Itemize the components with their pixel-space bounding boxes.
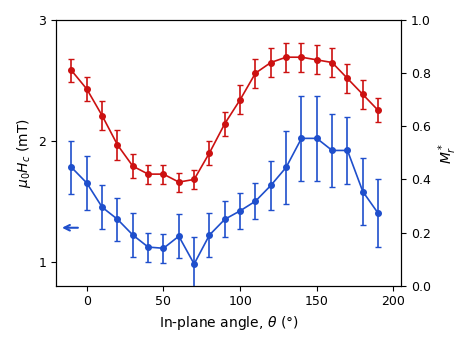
- Y-axis label: $\mu_0 H_c$ (mT): $\mu_0 H_c$ (mT): [15, 118, 33, 188]
- X-axis label: In-plane angle, $\theta$ (°): In-plane angle, $\theta$ (°): [159, 314, 299, 332]
- Y-axis label: $M_r^*$: $M_r^*$: [437, 142, 459, 163]
